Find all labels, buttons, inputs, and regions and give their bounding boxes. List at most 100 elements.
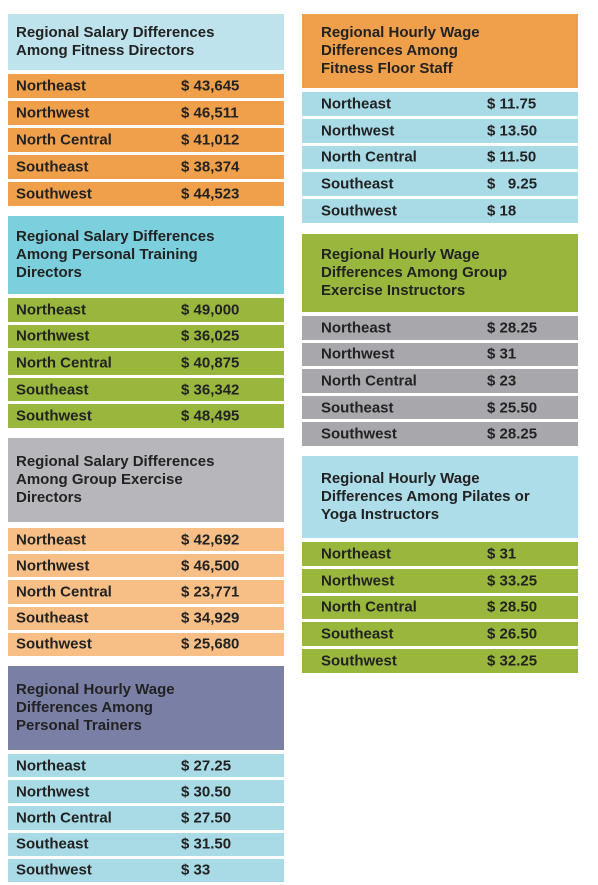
region-label: North Central xyxy=(321,148,417,166)
table-title: Regional Salary Differences Among Person… xyxy=(16,228,215,281)
table-row: Northwest $ 30.50 xyxy=(8,780,284,804)
wage-value: $ 30.50 xyxy=(181,783,232,801)
region-label: Northwest xyxy=(16,104,90,122)
wage-value: $ 38,374 xyxy=(181,158,240,176)
wage-value: $ 46,511 xyxy=(181,104,239,122)
table-title: Regional Hourly Wage Differences Among P… xyxy=(321,470,530,523)
region-label: Southeast xyxy=(321,625,394,643)
wage-value: $ 48,495 xyxy=(181,407,240,425)
table-row: Northeast $ 42,692 xyxy=(8,528,284,552)
wage-value: $ 33 xyxy=(181,861,211,879)
wage-value: $ 31.50 xyxy=(181,835,232,853)
region-label: Northwest xyxy=(321,345,395,363)
table-header: Regional Hourly Wage Differences Among G… xyxy=(302,234,578,312)
wage-value: $ 27.25 xyxy=(181,757,232,775)
table-header: Regional Hourly Wage Differences Among P… xyxy=(8,666,284,750)
wage-value: $ 31 xyxy=(487,545,517,563)
table-row: Northeast $ 49,000 xyxy=(8,298,284,322)
wage-value: $ 40,875 xyxy=(181,354,240,372)
table-row: Northwest $ 33.25 xyxy=(302,568,578,593)
table-row: North Central $ 23,771 xyxy=(8,580,284,604)
wage-value: $ 11.50 xyxy=(487,148,537,166)
region-label: North Central xyxy=(16,131,112,149)
table-title: Regional Hourly Wage Differences Among F… xyxy=(321,24,480,77)
region-label: Northeast xyxy=(321,545,392,563)
region-label: North Central xyxy=(321,598,417,616)
region-label: Southwest xyxy=(321,652,397,670)
table-row: Northwest $ 31 xyxy=(302,342,578,367)
wage-value: $ 33.25 xyxy=(487,572,538,590)
table-row: Southwest $ 33 xyxy=(8,858,284,882)
table-row: Northwest $ 36,025 xyxy=(8,324,284,349)
wage-value: $ 18 xyxy=(487,202,517,220)
wage-value: $ 42,692 xyxy=(181,531,240,549)
table-title: Regional Hourly Wage Differences Among P… xyxy=(16,681,175,734)
table-row: North Central $ 27.50 xyxy=(8,806,284,830)
region-label: Southwest xyxy=(321,425,397,443)
wage-value: $ 23,771 xyxy=(181,583,240,601)
region-label: Northeast xyxy=(321,95,392,113)
table-row: Northeast $ 43,645 xyxy=(8,74,284,98)
wage-value: $ 25.50 xyxy=(487,399,538,417)
wage-value: $ 32.25 xyxy=(487,652,538,670)
wage-value: $ 44,523 xyxy=(181,185,240,203)
table-header: Regional Salary Differences Among Person… xyxy=(8,216,284,294)
region-label: Northeast xyxy=(16,77,87,95)
region-label: Southeast xyxy=(16,158,89,176)
table-row: North Central $ 11.50 xyxy=(302,145,578,170)
table-row: Northwest $ 46,511 xyxy=(8,101,284,125)
region-label: Northwest xyxy=(16,783,90,801)
table-row: Southeast $ 36,342 xyxy=(8,377,284,402)
region-label: Southwest xyxy=(321,202,397,220)
table-header: Regional Salary Differences Among Group … xyxy=(8,438,284,522)
table-title: Regional Salary Differences Among Group … xyxy=(16,453,215,506)
wage-value: $ 34,929 xyxy=(181,609,240,627)
wage-value: $ 31 xyxy=(487,345,517,363)
wage-value: $ 28.25 xyxy=(487,319,538,337)
table-row: Southwest $ 48,495 xyxy=(8,404,284,428)
region-label: Northeast xyxy=(321,319,392,337)
table-row: Northeast $ 27.25 xyxy=(8,754,284,778)
region-label: North Central xyxy=(16,354,112,372)
region-label: North Central xyxy=(16,809,112,827)
wage-value: $ 41,012 xyxy=(181,131,240,149)
table-row: Southeast $ 26.50 xyxy=(302,622,578,647)
region-label: Northeast xyxy=(16,301,87,319)
wage-value: $ 36,025 xyxy=(181,327,240,345)
region-label: Southwest xyxy=(16,861,92,879)
region-label: Southeast xyxy=(321,175,394,193)
region-label: Northwest xyxy=(321,572,395,590)
wage-value: $ 26.50 xyxy=(487,625,538,643)
table-row: Northeast $ 31 xyxy=(302,542,578,566)
region-label: North Central xyxy=(321,372,417,390)
wage-value: $ 11.75 xyxy=(487,95,537,113)
table-header: Regional Hourly Wage Differences Among F… xyxy=(302,14,578,88)
table-row: North Central $ 40,875 xyxy=(8,351,284,375)
region-label: Southwest xyxy=(16,185,92,203)
region-label: Southwest xyxy=(16,407,92,425)
region-label: Southeast xyxy=(16,835,89,853)
table-row: Southeast $ 31.50 xyxy=(8,832,284,856)
region-label: Northwest xyxy=(16,327,90,345)
wage-value: $ 27.50 xyxy=(181,809,232,827)
region-label: Northeast xyxy=(16,531,87,549)
region-label: Northeast xyxy=(16,757,87,775)
region-label: Northwest xyxy=(16,557,90,575)
table-row: Southeast $ 34,929 xyxy=(8,606,284,630)
region-label: North Central xyxy=(16,583,112,601)
table-row: North Central $ 41,012 xyxy=(8,128,284,152)
wage-value: $ 49,000 xyxy=(181,301,240,319)
region-label: Southeast xyxy=(321,399,394,417)
table-row: Southeast $ 25.50 xyxy=(302,395,578,420)
table-row: Southeast $ 38,374 xyxy=(8,155,284,179)
wage-value: $ 9.25 xyxy=(487,175,538,193)
table-title: Regional Hourly Wage Differences Among G… xyxy=(321,246,508,299)
table-row: Southwest $ 18 xyxy=(302,199,578,223)
table-row: North Central $ 28.50 xyxy=(302,595,578,620)
table-row: Southwest $ 32.25 xyxy=(302,649,578,673)
table-row: Northwest $ 46,500 xyxy=(8,554,284,578)
wage-value: $ 25,680 xyxy=(181,635,240,653)
table-row: North Central $ 23 xyxy=(302,369,578,393)
table-row: Southwest $ 25,680 xyxy=(8,632,284,656)
